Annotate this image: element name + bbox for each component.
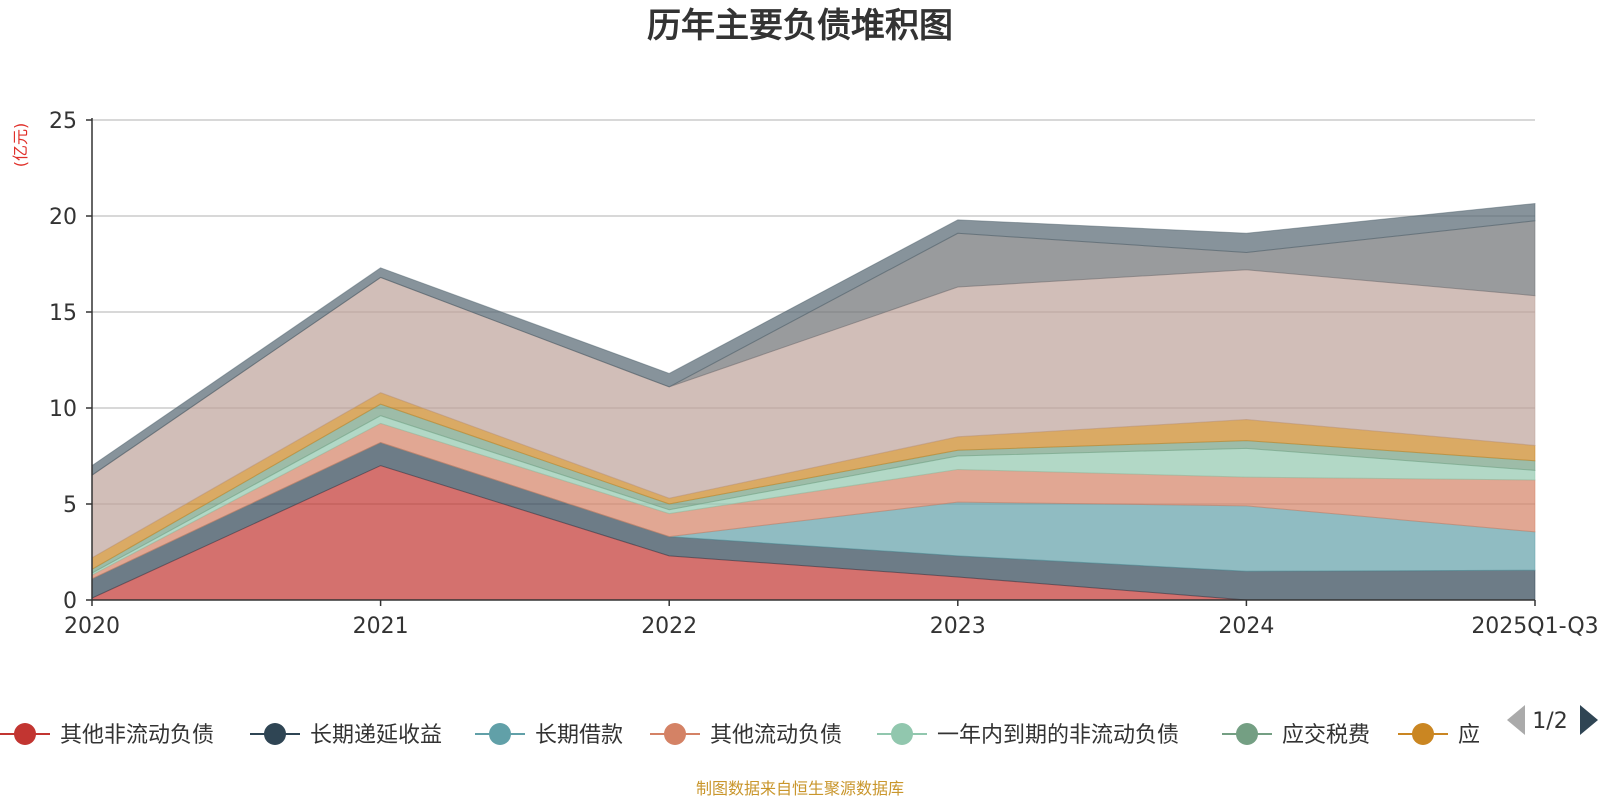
legend-label: 长期借款 bbox=[535, 723, 623, 748]
legend-label: 一年内到期的非流动负债 bbox=[937, 723, 1179, 748]
legend-label: 其他流动负债 bbox=[710, 723, 842, 748]
data-source-note: 制图数据来自恒生聚源数据库 bbox=[696, 779, 904, 798]
y-tick-label: 20 bbox=[49, 205, 77, 230]
y-tick-label: 25 bbox=[49, 109, 77, 134]
y-tick-label: 10 bbox=[49, 397, 77, 422]
legend-circle-marker bbox=[1412, 723, 1434, 745]
legend-circle-marker bbox=[489, 723, 511, 745]
legend-label: 应交税费 bbox=[1282, 723, 1370, 748]
legend-label: 应 bbox=[1458, 723, 1480, 748]
legend-page-indicator: 1/2 bbox=[1532, 709, 1567, 734]
x-tick-label: 2023 bbox=[930, 614, 986, 639]
legend-label: 其他非流动负债 bbox=[60, 723, 214, 748]
x-tick-label: 2020 bbox=[64, 614, 120, 639]
x-tick-label: 2021 bbox=[353, 614, 409, 639]
legend-circle-marker bbox=[664, 723, 686, 745]
y-tick-label: 0 bbox=[63, 589, 77, 614]
legend-next-icon[interactable] bbox=[1580, 705, 1598, 735]
x-tick-label: 2022 bbox=[641, 614, 697, 639]
chart-title: 历年主要负债堆积图 bbox=[647, 6, 953, 46]
x-tick-label: 2024 bbox=[1218, 614, 1274, 639]
stacked-areas bbox=[91, 202, 1536, 601]
y-tick-label: 5 bbox=[63, 493, 77, 518]
legend-item[interactable]: 长期借款 bbox=[475, 723, 623, 748]
legend-circle-marker bbox=[1236, 723, 1258, 745]
legend-item[interactable]: 长期递延收益 bbox=[250, 723, 442, 748]
legend-item[interactable]: 应交税费 bbox=[1222, 723, 1370, 748]
x-tick-label: 2025Q1-Q3 bbox=[1471, 614, 1598, 639]
legend-item[interactable]: 其他流动负债 bbox=[650, 723, 842, 748]
y-tick-label: 15 bbox=[49, 301, 77, 326]
legend-label: 长期递延收益 bbox=[310, 723, 442, 748]
legend: 其他非流动负债 长期递延收益 长期借款 其他流动负债 一年内到期的非流动负债 应交税费 应 bbox=[0, 723, 1480, 748]
legend-circle-marker bbox=[14, 723, 36, 745]
legend-circle-marker bbox=[891, 723, 913, 745]
axes: 0 5 10 15 20 25 2020 2021 2022 2023 2024 2025Q1-Q3 bbox=[49, 109, 1599, 639]
legend-circle-marker bbox=[264, 723, 286, 745]
area-series-10 bbox=[91, 202, 1536, 477]
legend-pager: 1/2 bbox=[1507, 705, 1598, 735]
legend-item[interactable]: 一年内到期的非流动负债 bbox=[877, 723, 1179, 748]
legend-item[interactable]: 应 bbox=[1398, 723, 1480, 748]
y-axis-unit-label: (亿元) bbox=[11, 123, 30, 168]
legend-item[interactable]: 其他非流动负债 bbox=[0, 723, 214, 748]
legend-prev-icon[interactable] bbox=[1507, 705, 1525, 735]
